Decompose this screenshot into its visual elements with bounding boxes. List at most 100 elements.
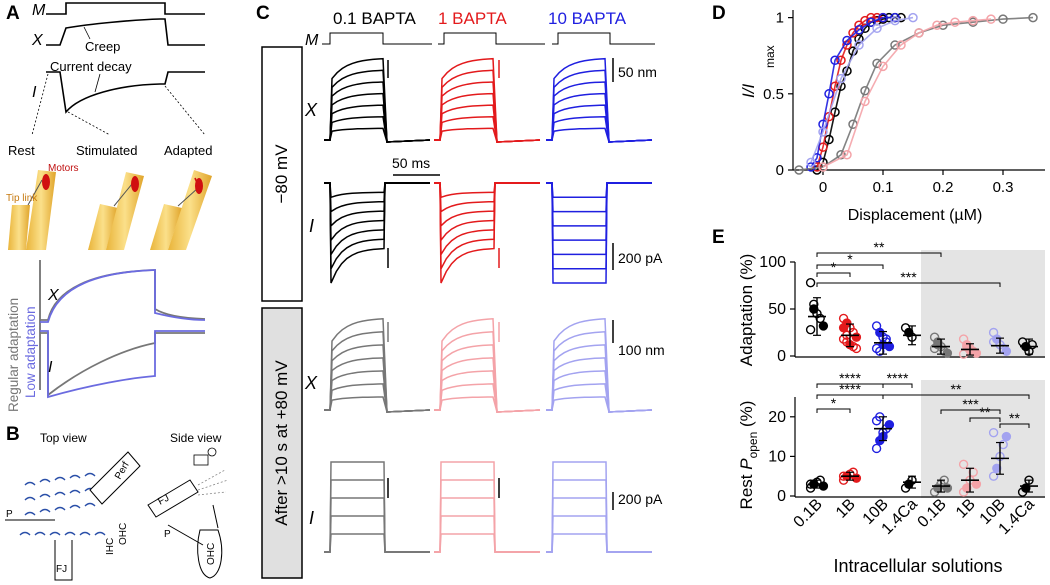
d-point-1 <box>836 55 846 66</box>
state-adapted: Adapted <box>164 143 212 158</box>
d-point-5 <box>836 73 846 84</box>
fluid-jet-top <box>54 540 73 581</box>
e-bottom-shade <box>921 380 1045 498</box>
x-top-col2-trace-4 <box>434 81 541 143</box>
panel-e-letter: E <box>712 227 725 248</box>
x-top-col2-trace-5 <box>434 69 541 143</box>
d-point-4 <box>818 162 828 172</box>
i-top-col1-trace-3 <box>324 182 430 243</box>
e-point-3 <box>904 327 914 338</box>
x-bottom-col2-trace-0 <box>434 396 541 413</box>
i-bottom-col3-trace-3 <box>546 479 652 553</box>
d-ytick-label: 0 <box>776 162 784 179</box>
d-point-2 <box>866 17 876 27</box>
fj-label-side: FJ <box>156 493 171 508</box>
sig-label-1: * <box>831 259 837 275</box>
e-point-1 <box>838 323 849 333</box>
column-label-01-bapta: 0.1 BAPTA <box>333 9 416 28</box>
ihc-label: IHC <box>105 538 116 555</box>
i-bottom-col3-trace-4 <box>546 461 652 553</box>
i-top-col2-trace-1 <box>434 182 540 213</box>
x-top-col3-trace-6 <box>546 57 653 143</box>
d-point-2 <box>890 12 900 23</box>
d-point-4 <box>878 61 888 72</box>
d-point-2 <box>824 89 834 99</box>
x-bottom-col2-trace-3 <box>434 357 541 413</box>
d-point-5 <box>806 157 816 168</box>
i-top-col2-trace-4 <box>434 182 540 257</box>
x-bottom-col1-trace-1 <box>324 383 431 413</box>
i-top-col3-trace-4 <box>546 182 652 256</box>
stereocilium-short-adapted <box>150 204 182 250</box>
top-view-label: Top view <box>40 431 87 445</box>
x-bottom-col3-trace-0 <box>546 396 653 413</box>
sig-label-1: **** <box>887 370 909 386</box>
e-point-6 <box>998 439 1008 450</box>
i-bottom-col1-trace-0 <box>324 533 430 553</box>
x-bottom-col3-trace-5 <box>546 331 653 413</box>
i-bottom-col2-trace-4 <box>434 461 540 553</box>
row-label-x-top: X <box>304 100 318 120</box>
trace-label-x: X <box>31 32 44 49</box>
d-point-3 <box>860 86 870 96</box>
x-top-col2-trace-6 <box>434 57 541 143</box>
curr-scale-label-bottom: 200 pA <box>618 491 663 507</box>
x-top-col3-trace-2 <box>546 104 653 143</box>
sig-bracket-3 <box>816 282 1001 287</box>
d-point-4 <box>968 15 978 26</box>
d-point-2 <box>878 12 888 23</box>
x-bottom-col1-trace-6 <box>324 318 431 413</box>
d-ylabel-sub: max <box>763 45 777 68</box>
motor-slip-arrow <box>194 177 202 193</box>
condition-label-after-plus80: After >10 s at +80 mV <box>272 360 291 526</box>
recording-traces <box>324 57 653 553</box>
sig-label-5: *** <box>962 396 979 412</box>
i-top-col3-trace-2 <box>546 182 652 227</box>
sig-label-4: ** <box>951 381 962 397</box>
panel-d: D 00.51 0 0.1 0.2 0.3 I/I max Displacement … <box>712 3 1045 224</box>
e-point-4 <box>942 483 953 493</box>
e-point-0 <box>805 277 816 288</box>
d-point-4 <box>842 150 852 160</box>
i-top-col3-trace-5 <box>546 182 652 270</box>
e-point-0 <box>818 481 829 491</box>
e-top-plot <box>805 277 1038 359</box>
side-view-label: Side view <box>170 431 222 445</box>
d-x-ticks: 0 0.1 0.2 0.3 <box>819 170 1013 196</box>
e-tick-label: 20 <box>768 409 786 426</box>
x-bottom-col1-trace-2 <box>324 370 431 413</box>
sig-bracket-5 <box>940 409 1001 414</box>
sub-label-i: I <box>48 359 53 376</box>
sig-bracket-6 <box>969 417 1001 422</box>
i-top-col3-trace-1 <box>546 182 652 213</box>
e-point-4 <box>942 348 953 358</box>
row-label-i-top: I <box>309 216 314 236</box>
x-top-col1-trace-1 <box>324 116 431 143</box>
legend-low-adaptation: Low adaptation <box>23 306 38 398</box>
legend-regular-adaptation: Regular adaptation <box>6 298 21 412</box>
i-top-col3-trace-6 <box>546 182 652 284</box>
stimulated-guide-line <box>67 111 111 136</box>
sig-bracket-2 <box>816 264 884 269</box>
e-point-6 <box>992 463 1002 473</box>
d-x-label: Displacement (µM) <box>848 207 983 224</box>
stim-label-m: M <box>305 32 319 49</box>
x-bottom-col2-trace-2 <box>434 370 541 413</box>
e-point-2 <box>875 327 885 338</box>
x-top-col3-trace-0 <box>546 127 653 143</box>
d-point-3 <box>1028 12 1038 23</box>
d-point-4 <box>896 40 906 50</box>
patch-pipette-side <box>167 524 204 546</box>
panel-d-letter: D <box>712 3 726 24</box>
p-label-top: P <box>6 509 13 520</box>
perfusion-pipette-top <box>89 451 141 505</box>
d-point-4 <box>860 96 870 107</box>
d-point-2 <box>854 25 864 35</box>
creep-annotation: Creep <box>85 39 120 54</box>
x-bottom-col3-trace-4 <box>546 344 653 413</box>
e-point-5 <box>971 479 982 489</box>
x-top-col3-trace-3 <box>546 92 653 143</box>
motors-label: Motors <box>48 163 79 174</box>
sig-label-6: ** <box>980 404 991 420</box>
d-point-0 <box>830 107 840 117</box>
